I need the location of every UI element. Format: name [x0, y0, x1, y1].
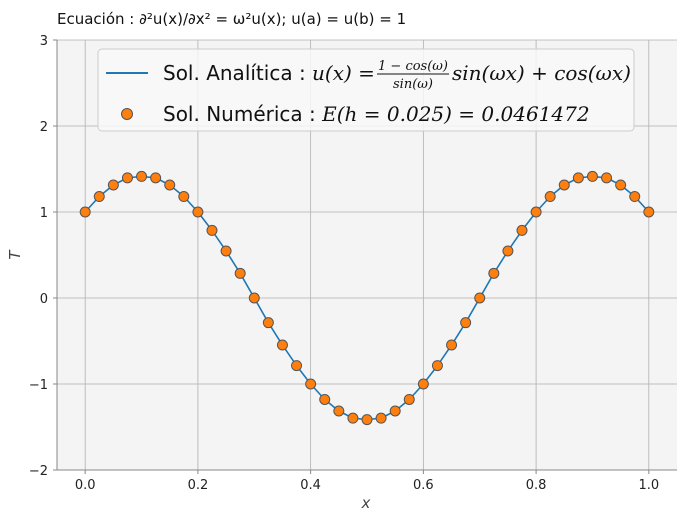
- numeric-point-1: [93, 191, 105, 203]
- numeric-point-15: [291, 360, 303, 372]
- legend-fraction: 1 − cos(ω) sin(ω): [377, 59, 449, 92]
- numeric-point-23: [403, 393, 415, 405]
- y-tick-label-3: 1: [40, 206, 48, 221]
- x-tick-label-3: 0.6: [413, 478, 434, 493]
- legend: Sol. Analítica : u(x) = 1 − cos(ω) sin(ω…: [97, 48, 635, 132]
- y-tick-label-5: 3: [40, 34, 48, 49]
- numeric-point-6: [164, 179, 176, 191]
- numeric-point-27: [460, 317, 472, 329]
- numeric-point-12: [248, 292, 260, 304]
- y-tick-label-1: −1: [29, 378, 48, 393]
- numeric-point-26: [446, 339, 458, 351]
- numeric-point-33: [544, 191, 556, 203]
- numeric-point-32: [530, 206, 542, 218]
- y-axis-label: T: [6, 249, 24, 260]
- numeric-point-8: [192, 206, 204, 218]
- x-axis-label: x: [361, 494, 371, 512]
- numeric-point-17: [319, 393, 331, 405]
- numeric-point-13: [262, 317, 274, 329]
- y-tick-label-2: 0: [40, 292, 48, 307]
- y-ticks: −2 −1 0 1 2 3: [29, 34, 57, 479]
- numeric-point-28: [474, 292, 486, 304]
- numeric-point-7: [178, 191, 190, 203]
- numeric-point-37: [601, 172, 613, 184]
- x-tick-label-0: 0.0: [75, 478, 96, 493]
- legend-frame: [97, 48, 635, 132]
- numeric-point-21: [375, 412, 387, 424]
- numeric-point-19: [347, 412, 359, 424]
- x-ticks: 0.0 0.2 0.4 0.6 0.8 1.0: [75, 470, 659, 493]
- x-tick-label-1: 0.2: [188, 478, 209, 493]
- numeric-point-38: [615, 179, 627, 191]
- numeric-point-35: [572, 172, 584, 184]
- numeric-point-25: [431, 360, 443, 372]
- numeric-point-0: [79, 206, 91, 218]
- numeric-point-34: [558, 179, 570, 191]
- numeric-point-39: [629, 191, 641, 203]
- legend-label-analytic-rhs: sin(ωx) + cos(ωx): [452, 61, 631, 85]
- numeric-point-18: [333, 405, 345, 417]
- y-tick-label-0: −2: [29, 464, 48, 479]
- numeric-point-22: [389, 405, 401, 417]
- numeric-point-14: [276, 339, 288, 351]
- numeric-point-24: [417, 378, 429, 390]
- axes: [56, 40, 677, 471]
- legend-fraction-numerator: 1 − cos(ω): [378, 59, 448, 74]
- x-tick-label-2: 0.4: [300, 478, 321, 493]
- numeric-point-5: [150, 172, 162, 184]
- legend-fraction-denominator: sin(ω): [393, 77, 433, 92]
- y-tick-label-4: 2: [40, 120, 48, 135]
- series-numeric: [79, 170, 655, 426]
- x-tick-label-4: 0.8: [526, 478, 547, 493]
- x-tick-label-5: 1.0: [638, 478, 659, 493]
- numeric-point-10: [220, 245, 232, 257]
- numeric-point-36: [586, 170, 598, 182]
- chart-title: Ecuación : ∂²u(x)/∂x² = ω²u(x); u(a) = u…: [57, 10, 406, 28]
- numeric-point-20: [361, 414, 373, 426]
- numeric-point-30: [502, 245, 514, 257]
- numeric-point-11: [234, 267, 246, 279]
- legend-swatch-marker: [121, 108, 133, 120]
- numeric-point-16: [305, 378, 317, 390]
- numeric-point-3: [121, 172, 133, 184]
- numeric-point-31: [516, 224, 528, 236]
- numeric-point-29: [488, 267, 500, 279]
- numeric-point-2: [107, 179, 119, 191]
- legend-label-analytic: Sol. Analítica : u(x) =: [163, 61, 375, 85]
- legend-label-numeric: Sol. Numérica : E(h = 0.025) = 0.0461472: [163, 102, 590, 126]
- numeric-point-40: [643, 206, 655, 218]
- numeric-point-4: [136, 170, 148, 182]
- numeric-point-9: [206, 224, 218, 236]
